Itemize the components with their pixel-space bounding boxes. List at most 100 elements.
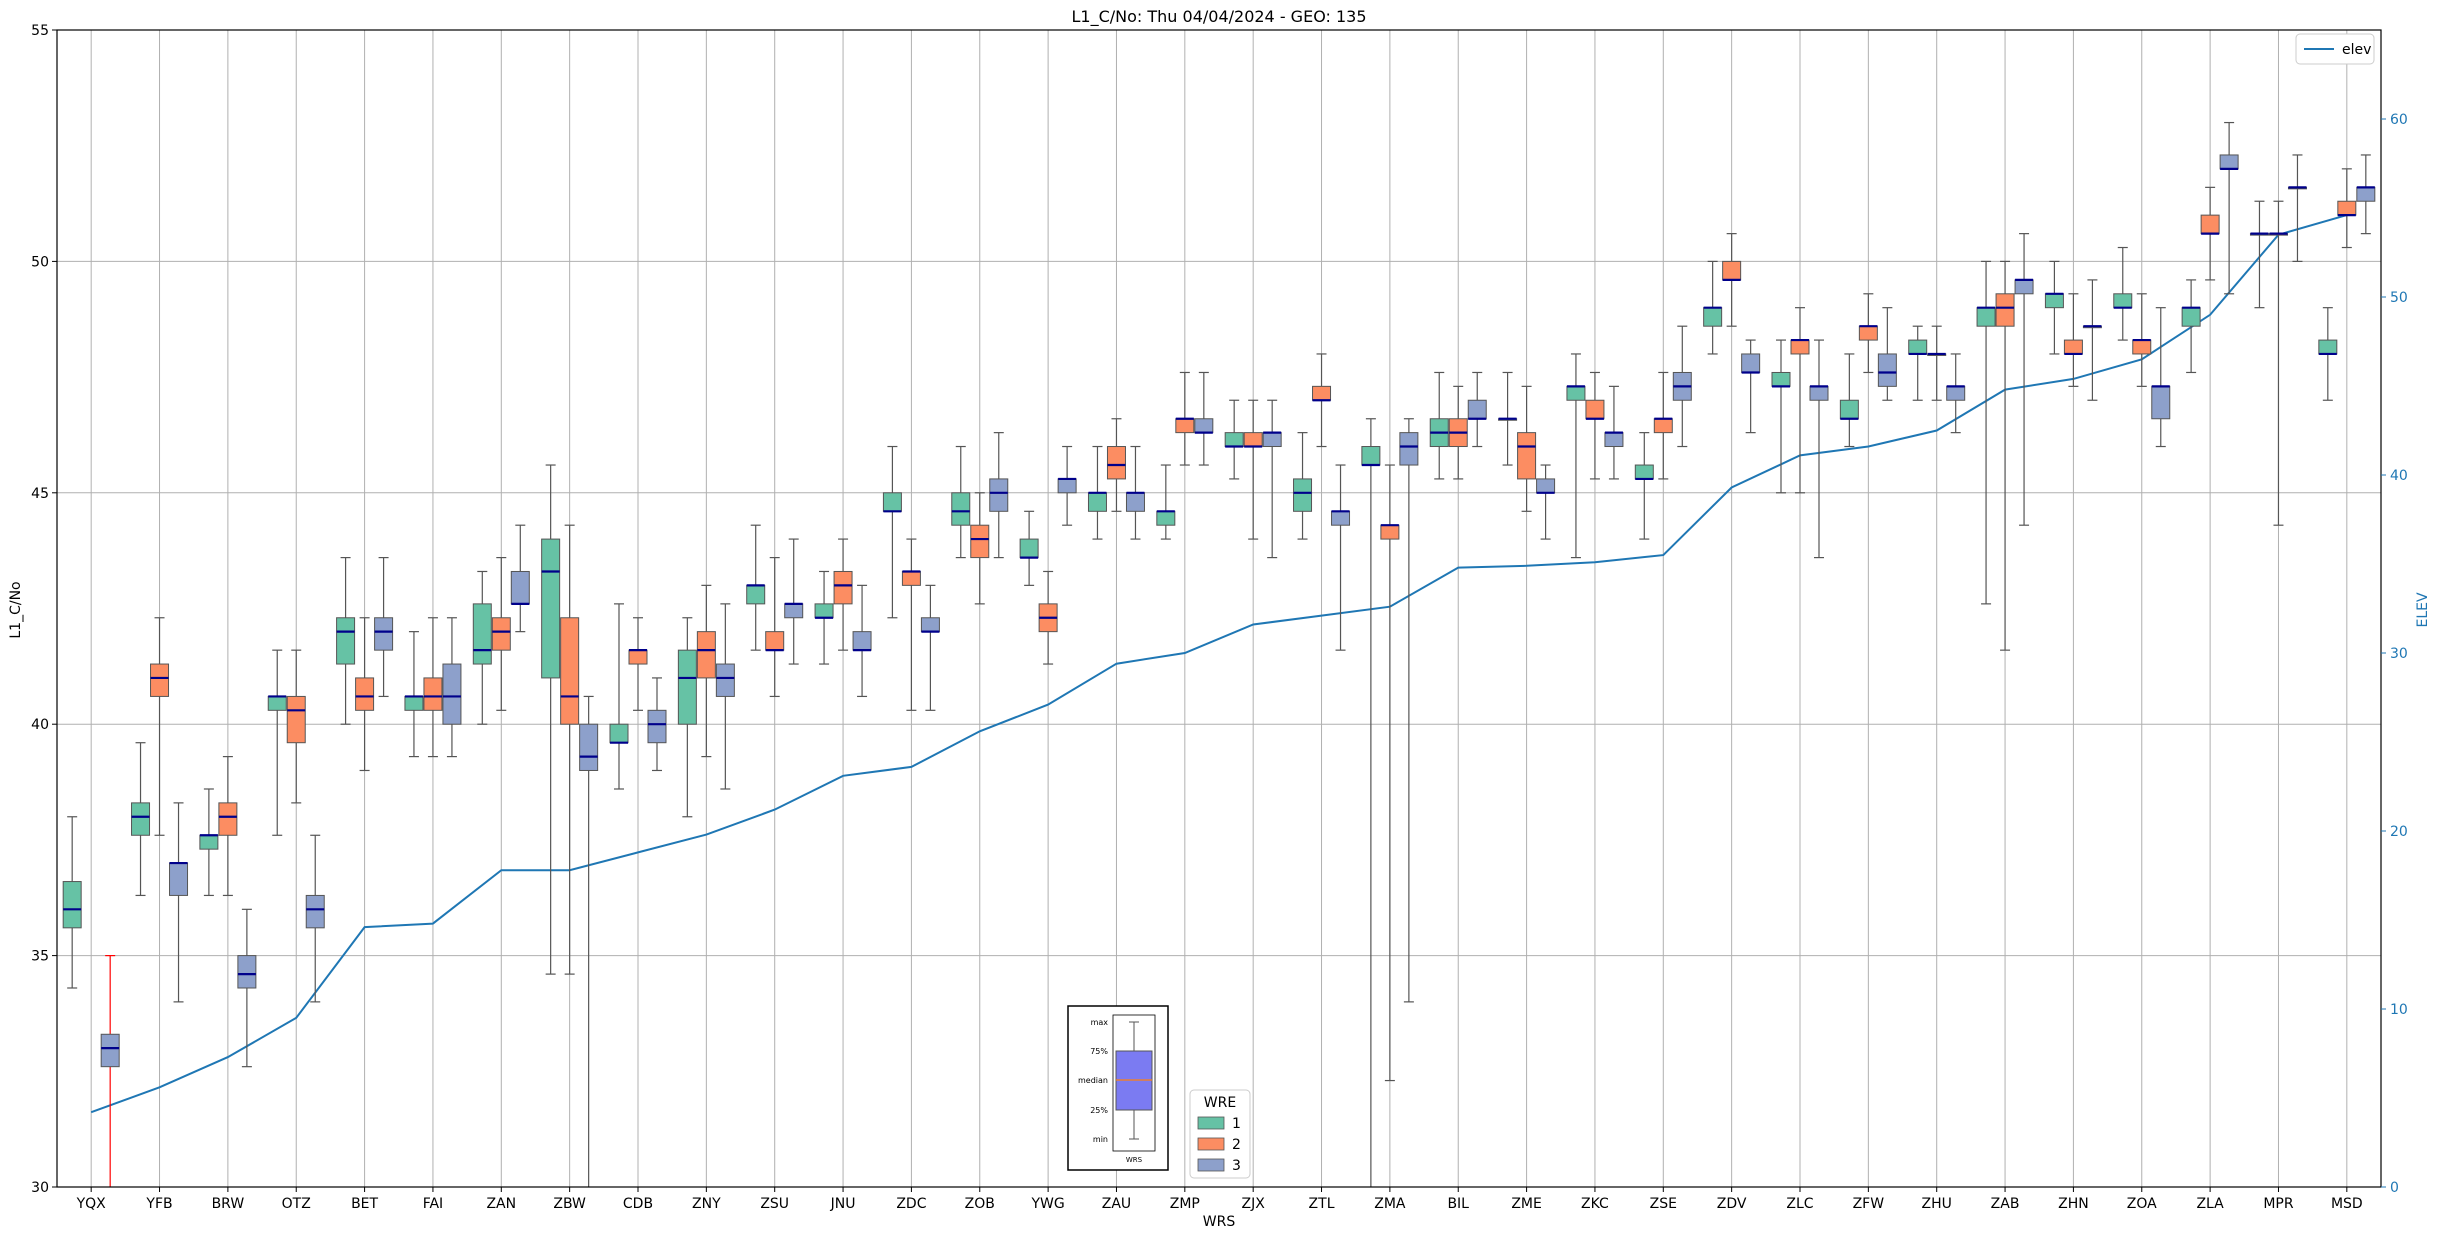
box-iqr <box>746 584 766 605</box>
plot-frame <box>56 29 2382 1188</box>
box-iqr <box>286 695 306 744</box>
box-zhu-wre2 <box>1927 325 1947 401</box>
x-tick-label: ZHU <box>1922 1196 1952 1212</box>
box-zse-wre2 <box>1653 371 1673 480</box>
box-iqr <box>1156 510 1176 526</box>
box-zoa-wre3 <box>2151 307 2171 448</box>
box-zjx-wre2 <box>1243 399 1263 540</box>
box-iqr <box>1585 399 1605 420</box>
box-bil-wre2 <box>1448 385 1468 480</box>
y-tick-label: 35 <box>31 949 49 965</box>
y2-tick-label: 50 <box>2390 290 2408 306</box>
x-tick-label: ZMP <box>1170 1196 1200 1212</box>
box-iqr <box>442 663 462 725</box>
x-tick-label: ZBW <box>553 1196 586 1212</box>
box-iqr <box>2337 200 2357 216</box>
box-iqr <box>62 881 82 929</box>
box-ztl-wre1 <box>1293 432 1313 540</box>
box-iqr <box>833 570 853 605</box>
box-iqr <box>1361 446 1381 466</box>
y2-tick-label: 20 <box>2390 824 2408 840</box>
box-bil-wre3 <box>1467 371 1487 448</box>
box-bet-wre2 <box>355 617 375 772</box>
x-tick-label: OTZ <box>282 1196 311 1212</box>
x-tick-label: BIL <box>1447 1196 1469 1212</box>
box-zau-wre3 <box>1125 445 1145 540</box>
box-iqr <box>1790 339 1810 355</box>
box-ztl-wre3 <box>1331 464 1351 651</box>
box-iqr <box>1106 446 1126 480</box>
box-iqr <box>1175 418 1195 434</box>
box-iqr <box>336 617 356 665</box>
box-zab-wre2 <box>1995 260 2015 651</box>
box-zkc-wre3 <box>1604 385 1624 480</box>
box-zhn-wre2 <box>2063 293 2083 387</box>
box-iqr <box>2219 154 2239 170</box>
box-brw-wre3 <box>237 908 257 1068</box>
wre-legend-frame <box>1189 1089 1251 1179</box>
box-bet-wre1 <box>336 556 356 725</box>
box-zlc-wre3 <box>1809 339 1829 559</box>
key-label: median <box>1078 1076 1108 1085</box>
box-iqr <box>647 709 667 744</box>
box-zme-wre3 <box>1536 464 1556 540</box>
box-iqr <box>1976 307 1996 327</box>
box-zob-wre1 <box>951 445 971 559</box>
box-brw-wre1 <box>199 788 219 897</box>
x-tick-label: ZLC <box>1786 1196 1813 1212</box>
box-iqr <box>1125 492 1145 512</box>
y2-tick-label: 60 <box>2390 112 2408 128</box>
box-zjx-wre1 <box>1224 399 1244 480</box>
wre-legend-label: 1 <box>1232 1116 1241 1132</box>
box-iqr <box>1057 478 1077 494</box>
box-cdb-wre1 <box>609 603 629 790</box>
box-iqr <box>1604 432 1624 448</box>
box-iqr <box>1262 432 1282 448</box>
box-iqr <box>472 603 492 665</box>
box-iqr <box>100 1033 120 1068</box>
box-iqr <box>1566 385 1586 401</box>
box-zma-wre3 <box>1399 418 1419 1003</box>
x-tick-label: ZAN <box>486 1196 516 1212</box>
box-brw-wre2 <box>218 755 238 897</box>
box-iqr <box>628 649 648 665</box>
box-zme-wre1 <box>1498 371 1518 466</box>
box-iqr <box>1331 510 1351 526</box>
x-tick-label: ZNY <box>692 1196 721 1212</box>
box-iqr <box>1908 339 1928 355</box>
box-iqr <box>1771 371 1791 387</box>
x-tick-label: ZME <box>1511 1196 1542 1212</box>
box-zse-wre1 <box>1634 432 1654 540</box>
box-otz-wre2 <box>286 649 306 804</box>
x-tick-label: FAI <box>423 1196 443 1212</box>
x-tick-label: CDB <box>623 1196 653 1212</box>
box-msd-wre3 <box>2356 154 2376 235</box>
box-zdv-wre3 <box>1741 339 1761 434</box>
box-iqr <box>2063 339 2083 355</box>
box-zdv-wre1 <box>1703 260 1723 355</box>
wre-legend-swatch <box>1197 1116 1225 1130</box>
box-fai-wre1 <box>404 631 424 758</box>
x-tick-label: MPR <box>2263 1196 2294 1212</box>
box-zan-wre1 <box>472 570 492 725</box>
box-iqr <box>1839 399 1859 420</box>
box-msd-wre2 <box>2337 168 2357 249</box>
box-iqr <box>1019 538 1039 559</box>
box-iqr <box>1858 325 1878 341</box>
box-iqr <box>2151 385 2171 420</box>
box-zlc-wre1 <box>1771 339 1791 494</box>
box-zkc-wre1 <box>1566 353 1586 559</box>
wre-legend-swatch <box>1197 1137 1225 1151</box>
box-zan-wre2 <box>491 556 511 711</box>
box-zmp-wre2 <box>1175 371 1195 466</box>
x-tick-label: ZSU <box>760 1196 789 1212</box>
box-iqr <box>305 894 325 929</box>
box-bil-wre1 <box>1429 371 1449 480</box>
box-zkc-wre2 <box>1585 371 1605 480</box>
box-zla-wre3 <box>2219 121 2239 295</box>
box-zjx-wre3 <box>1262 399 1282 559</box>
y-tick-label: 50 <box>31 254 49 270</box>
box-zla-wre2 <box>2200 186 2220 281</box>
key-label: 25% <box>1090 1106 1108 1115</box>
